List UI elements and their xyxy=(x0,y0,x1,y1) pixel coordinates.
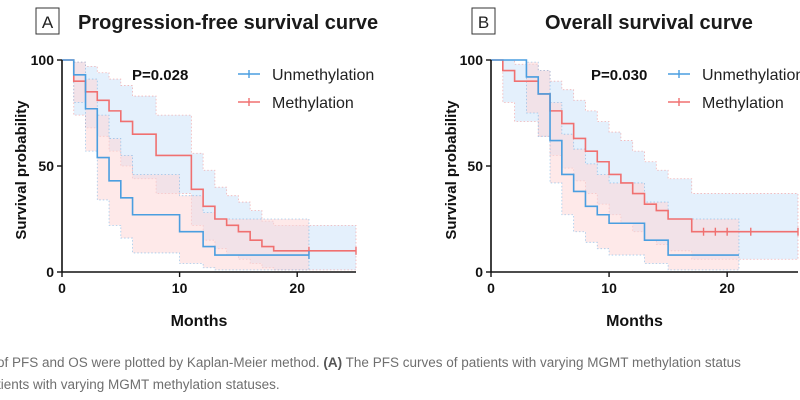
panel-label-box xyxy=(35,7,60,35)
x-tick-label: 10 xyxy=(172,280,188,296)
chart-title: Overall survival curve xyxy=(545,12,753,34)
x-tick-label: 20 xyxy=(289,280,305,296)
panel-label-box xyxy=(471,7,496,35)
survival-line-unmethylation xyxy=(491,59,739,256)
caption-line-1: of PFS and OS were plotted by Kaplan-Mei… xyxy=(0,352,741,374)
y-tick-label: 100 xyxy=(460,52,484,68)
y-tick-label: 100 xyxy=(31,52,55,68)
y-tick-label: 50 xyxy=(467,158,483,174)
survival-line-unmethylation xyxy=(62,59,309,256)
x-tick-label: 0 xyxy=(487,280,495,296)
y-axis-label: Survival probability xyxy=(443,100,460,240)
x-axis-label: Months xyxy=(171,313,228,330)
caption-line-2: tients with varying MGMT methylation sta… xyxy=(0,377,280,392)
panel-a: A Progression-free survival curve 0 50 100 0 1… xyxy=(13,7,378,330)
panel-label: A xyxy=(42,13,54,32)
panel-label: B xyxy=(478,13,489,32)
caption-line-1-end: The PFS curves of patients with varying … xyxy=(342,355,741,370)
y-axis-label: Survival probability xyxy=(13,100,30,240)
x-axis-label: Months xyxy=(606,313,663,330)
x-tick-label: 10 xyxy=(601,280,617,296)
ci-band-methylation xyxy=(62,59,357,271)
figure-caption: of PFS and OS were plotted by Kaplan-Mei… xyxy=(0,352,800,400)
p-value: P=0.028 xyxy=(132,67,188,84)
y-tick-label: 0 xyxy=(46,264,54,280)
legend-label-unmethylation: Unmethylation xyxy=(702,67,800,84)
p-value: P=0.030 xyxy=(591,67,647,84)
y-tick-label: 0 xyxy=(475,264,483,280)
x-tick-label: 20 xyxy=(719,280,735,296)
legend-label-methylation: Methylation xyxy=(702,95,784,112)
legend-label-unmethylation: Unmethylation xyxy=(272,67,374,84)
ci-band-unmethylation xyxy=(491,59,740,271)
caption-panel-ref: (A) xyxy=(323,355,343,370)
legend-label-methylation: Methylation xyxy=(272,95,354,112)
ci-band-unmethylation xyxy=(62,59,310,271)
panel-b: B Overall survival curve 0 50 100 0 10 20 Months… xyxy=(443,7,800,330)
y-tick-label: 50 xyxy=(38,158,54,174)
survival-line-methylation xyxy=(491,59,798,233)
x-tick-label: 0 xyxy=(58,280,66,296)
caption-line-1-start: of PFS and OS were plotted by Kaplan-Mei… xyxy=(0,355,324,370)
chart-title: Progression-free survival curve xyxy=(78,12,378,34)
survival-line-methylation xyxy=(62,59,356,252)
